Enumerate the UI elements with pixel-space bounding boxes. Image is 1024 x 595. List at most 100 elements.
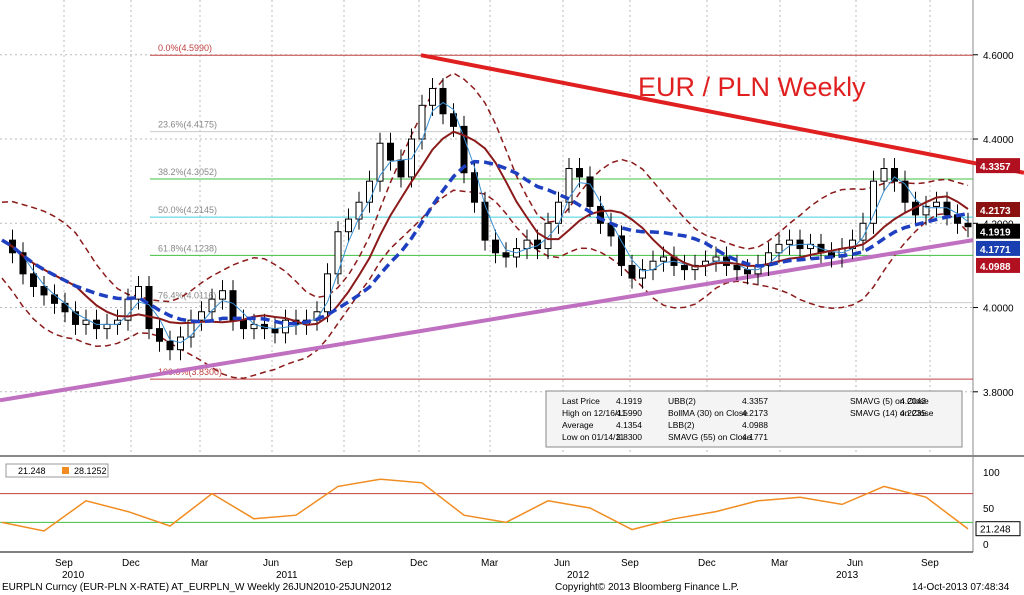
osc-last-box	[975, 521, 1021, 537]
candle-body	[933, 201, 940, 207]
candle-body	[901, 180, 909, 203]
fib-label: 23.6%(4.4175)	[158, 120, 217, 130]
legend-cell: SMAVG (55) on Close	[668, 432, 752, 442]
legend-cell: 4.2173	[742, 408, 768, 418]
downtrend-line	[420, 53, 1024, 175]
x-tick-label: Mar	[191, 558, 209, 569]
candle-body	[733, 264, 741, 271]
candle-body	[229, 290, 237, 321]
x-year-label: 2010	[62, 570, 85, 581]
legend-cell: SMAVG (5) on Close	[850, 396, 929, 406]
legend-cell: 4.3357	[742, 396, 768, 406]
legend-cell: 4.1771	[742, 432, 768, 442]
candle-body	[891, 168, 898, 182]
candle-body	[271, 328, 279, 334]
candle-body	[135, 285, 142, 300]
fib-label: 0.0%(4.5990)	[158, 43, 212, 53]
right-label-box	[976, 201, 1020, 217]
candle-body	[450, 113, 457, 127]
legend-cell: 4.0988	[742, 420, 768, 430]
footer-center: Copyright© 2013 Bloomberg Finance L.P.	[555, 582, 739, 593]
candle-body	[597, 205, 604, 224]
candle-body	[639, 269, 646, 279]
legend-cell: 4.1919	[616, 396, 642, 406]
candle-body	[691, 264, 699, 271]
chart-title: EUR / PLN Weekly	[638, 72, 866, 102]
sma55-line	[1, 159, 969, 326]
right-value-labels: 4.3357 4.2173 4.1919 4.1771 4.0988	[976, 158, 1020, 273]
candle-body	[177, 336, 184, 351]
candle-body	[366, 180, 373, 203]
candle-body	[964, 222, 972, 228]
legend-cell: Average	[562, 420, 594, 430]
candle-body	[19, 252, 27, 275]
right-label-text: 4.1919	[980, 228, 1011, 239]
candle-body	[618, 235, 625, 266]
fibonacci-levels: 0.0%(4.5990) 23.6%(4.4175) 38.2%(4.3052) 50…	[150, 43, 973, 380]
y-tick-label: 4.6000	[983, 51, 1014, 62]
legend-cell: 4.5990	[616, 408, 642, 418]
candle-body	[397, 159, 405, 178]
candle-body	[775, 243, 783, 254]
fib-label: 100.0%(3.8300)	[158, 367, 222, 377]
right-label-box	[976, 158, 1020, 174]
osc-tick-label: 100	[983, 468, 1000, 479]
legend-cell: LBB(2)	[668, 420, 695, 430]
legend-cell: Low on 01/14/11	[562, 432, 624, 442]
candle-body	[586, 176, 594, 207]
legend: Last Price 4.1919 UBB(2) 4.3357 SMAVG (5) on…	[545, 390, 963, 448]
candle-body	[460, 125, 468, 174]
candle-body	[166, 340, 174, 351]
legend-cell: 4.2235	[900, 408, 926, 418]
candle-body	[30, 273, 37, 287]
right-label-box	[976, 240, 1020, 256]
uptrend-line	[0, 238, 974, 403]
osc-value-2: 28.1252	[74, 466, 107, 476]
grid	[0, 0, 1024, 552]
y-tick-label: 4.4000	[983, 135, 1014, 146]
y-tick-label: 3.8000	[983, 388, 1014, 399]
candle-body	[387, 142, 394, 161]
fib-label: 50.0%(4.2145)	[158, 205, 217, 215]
right-label-text: 4.0988	[980, 262, 1011, 273]
candle-body	[429, 87, 436, 106]
legend-cell: UBB(2)	[668, 396, 696, 406]
legend-cell: Last Price	[562, 396, 600, 406]
candle-body	[82, 319, 90, 325]
legend-cell: SMAVG (14) on Close	[850, 408, 934, 418]
candle-body	[345, 218, 352, 233]
candle-body	[765, 252, 772, 266]
y-tick-label: 4.0000	[983, 304, 1014, 315]
candle-body	[208, 298, 216, 313]
osc-value-1: 21.248	[18, 466, 46, 476]
osc-tick-label: 0	[983, 540, 989, 551]
candle-body	[544, 222, 552, 250]
legend-cell: High on 12/16/11	[562, 408, 626, 418]
x-tick-label: Sep	[335, 558, 353, 569]
candle-body	[492, 239, 499, 254]
x-tick-label: Mar	[481, 558, 499, 569]
sma5-line	[1, 101, 969, 344]
candle-body	[555, 201, 562, 224]
x-tick-label: Jun	[263, 558, 279, 569]
footer-left: EURPLN Curncy (EUR-PLN X-RATE) AT_EURPLN…	[2, 582, 392, 593]
legend-cell: 3.8300	[616, 432, 642, 442]
candle-body	[712, 256, 720, 262]
footer-right: 14-Oct-2013 07:48:34	[912, 582, 1010, 593]
candle-body	[922, 205, 930, 216]
legend-cell: 4.1354	[616, 420, 642, 430]
candle-body	[870, 180, 877, 224]
right-label-box	[976, 257, 1020, 273]
right-label-text: 4.3357	[980, 162, 1011, 173]
osc-line	[1, 478, 969, 532]
candle-body	[744, 269, 751, 275]
x-tick-label: Sep	[55, 558, 73, 569]
x-year-label: 2011	[276, 570, 298, 581]
osc-tick-label: 50	[983, 504, 995, 515]
fib-label: 38.2%(4.3052)	[158, 167, 217, 177]
x-year-label: 2013	[836, 570, 859, 581]
footer: EURPLN Curncy (EUR-PLN X-RATE) AT_EURPLN…	[0, 581, 1024, 595]
candle-body	[786, 239, 793, 245]
candle-body	[439, 87, 447, 115]
